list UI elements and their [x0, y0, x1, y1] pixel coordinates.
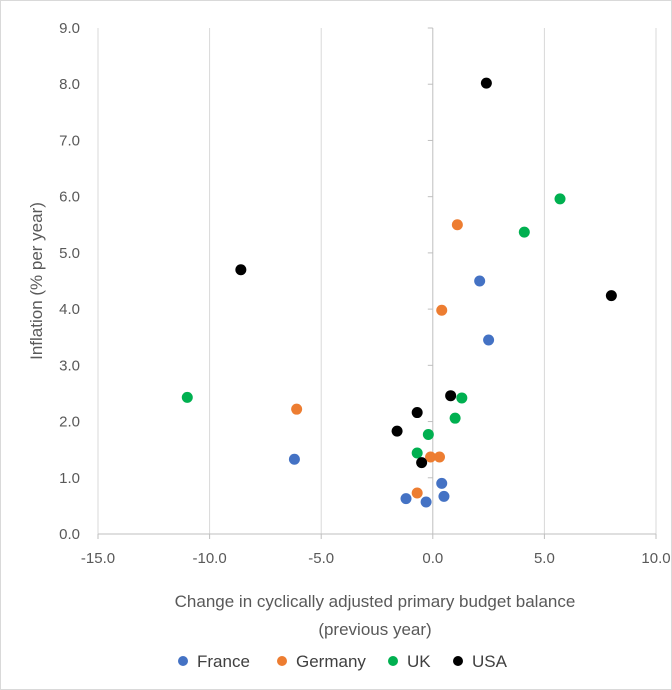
y-tick-label: 7.0	[59, 132, 80, 149]
point-uk	[456, 392, 468, 404]
point-uk	[181, 391, 193, 403]
x-tick-label: -15.0	[81, 550, 115, 567]
x-tick-label: 5.0	[534, 550, 555, 567]
point-germany	[411, 487, 423, 499]
legend-label-france: France	[197, 652, 250, 671]
point-france	[420, 496, 432, 508]
x-axis-title-line2: (previous year)	[318, 620, 431, 639]
gridlines	[97, 28, 657, 534]
point-usa	[416, 457, 428, 469]
point-usa	[605, 290, 617, 302]
point-france	[438, 490, 450, 502]
point-france	[474, 275, 486, 287]
legend-label-germany: Germany	[296, 652, 366, 671]
point-uk	[411, 447, 423, 459]
y-tick-label: 1.0	[59, 470, 80, 487]
y-axis-ticks: 0.0 1.0 2.0 3.0 4.0 5.0 6.0 7.0 8.0 9.0	[59, 20, 80, 543]
point-uk	[554, 193, 566, 205]
legend-marker-france	[178, 656, 188, 666]
legend: France Germany UK USA	[178, 652, 508, 671]
point-uk	[518, 226, 530, 238]
y-tick-label: 0.0	[59, 526, 80, 543]
point-germany	[451, 219, 463, 231]
legend-marker-germany	[277, 656, 287, 666]
point-usa	[235, 264, 247, 276]
point-usa	[391, 425, 403, 437]
x-tick-label: 10.0	[641, 550, 670, 567]
legend-marker-usa	[453, 656, 463, 666]
y-tick-label: 4.0	[59, 301, 80, 318]
x-tick-label: -10.0	[192, 550, 226, 567]
x-axis-title-line1: Change in cyclically adjusted primary bu…	[175, 592, 576, 611]
axes	[97, 27, 657, 539]
y-tick-label: 2.0	[59, 414, 80, 431]
point-uk	[449, 412, 461, 424]
y-tick-label: 3.0	[59, 357, 80, 374]
point-germany	[425, 451, 437, 463]
legend-label-usa: USA	[472, 652, 508, 671]
data-points	[181, 77, 617, 508]
legend-marker-uk	[388, 656, 398, 666]
x-axis-ticks: -15.0 -10.0 -5.0 0.0 5.0 10.0	[81, 550, 671, 567]
point-germany	[291, 403, 303, 415]
point-germany	[433, 451, 445, 463]
point-france	[288, 453, 300, 465]
x-tick-label: -5.0	[308, 550, 334, 567]
point-germany	[436, 304, 448, 316]
point-france	[436, 477, 448, 489]
point-uk	[422, 428, 434, 440]
y-tick-label: 8.0	[59, 76, 80, 93]
y-axis-title: Inflation (% per year)	[27, 202, 46, 360]
x-tick-label: 0.0	[422, 550, 443, 567]
y-tick-label: 5.0	[59, 245, 80, 262]
y-tick-label: 9.0	[59, 20, 80, 37]
point-usa	[411, 407, 423, 419]
point-usa	[480, 77, 492, 89]
point-france	[483, 334, 495, 346]
point-france	[400, 493, 412, 505]
y-tick-label: 6.0	[59, 189, 80, 206]
point-usa	[445, 390, 457, 402]
legend-label-uk: UK	[407, 652, 431, 671]
